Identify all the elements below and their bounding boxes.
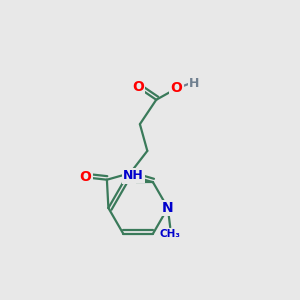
Text: O: O xyxy=(132,80,144,94)
Text: H: H xyxy=(188,76,199,90)
Text: CH₃: CH₃ xyxy=(160,229,181,239)
Text: O: O xyxy=(170,82,182,95)
Text: NH: NH xyxy=(123,169,144,182)
Text: N: N xyxy=(162,201,174,215)
Text: O: O xyxy=(80,170,92,184)
Text: O: O xyxy=(123,169,135,183)
